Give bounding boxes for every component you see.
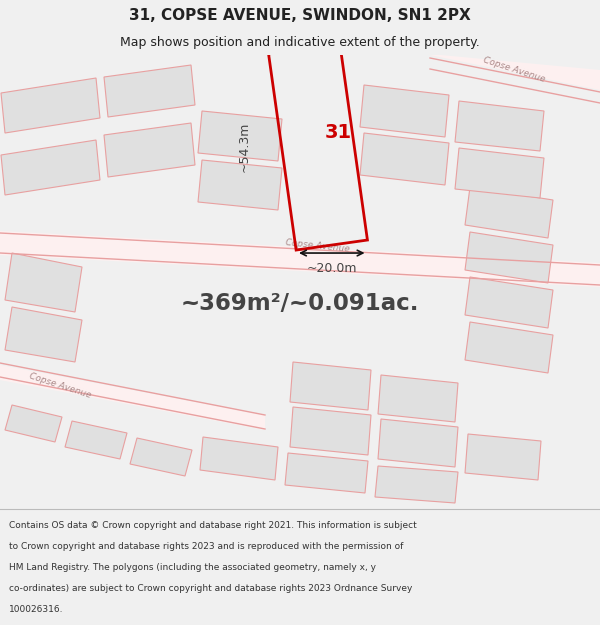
Polygon shape — [5, 405, 62, 442]
Text: Contains OS data © Crown copyright and database right 2021. This information is : Contains OS data © Crown copyright and d… — [9, 521, 417, 529]
Text: co-ordinates) are subject to Crown copyright and database rights 2023 Ordnance S: co-ordinates) are subject to Crown copyr… — [9, 584, 412, 592]
Polygon shape — [1, 140, 100, 195]
Polygon shape — [360, 85, 449, 137]
Text: Copse Avenue: Copse Avenue — [285, 238, 350, 254]
Polygon shape — [1, 78, 100, 133]
Polygon shape — [5, 253, 82, 312]
Polygon shape — [378, 419, 458, 467]
Text: 100026316.: 100026316. — [9, 604, 64, 614]
Text: ~20.0m: ~20.0m — [307, 262, 357, 275]
Polygon shape — [455, 148, 544, 198]
Text: ~369m²/~0.091ac.: ~369m²/~0.091ac. — [181, 291, 419, 314]
Polygon shape — [0, 365, 265, 430]
Text: Copse Avenue: Copse Avenue — [482, 56, 546, 84]
Text: Copse Avenue: Copse Avenue — [28, 371, 92, 400]
Text: to Crown copyright and database rights 2023 and is reproduced with the permissio: to Crown copyright and database rights 2… — [9, 542, 403, 551]
Polygon shape — [65, 421, 127, 459]
Polygon shape — [104, 123, 195, 177]
Polygon shape — [104, 65, 195, 117]
Text: 31, COPSE AVENUE, SWINDON, SN1 2PX: 31, COPSE AVENUE, SWINDON, SN1 2PX — [129, 8, 471, 23]
Polygon shape — [5, 307, 82, 362]
Polygon shape — [465, 277, 553, 328]
Polygon shape — [465, 322, 553, 373]
Polygon shape — [375, 466, 458, 503]
Polygon shape — [430, 54, 600, 90]
Text: 31: 31 — [325, 122, 352, 141]
Polygon shape — [290, 362, 371, 410]
Polygon shape — [465, 434, 541, 480]
Polygon shape — [200, 437, 278, 480]
Polygon shape — [378, 375, 458, 422]
Polygon shape — [455, 101, 544, 151]
Polygon shape — [285, 453, 368, 493]
Polygon shape — [198, 160, 282, 210]
Polygon shape — [360, 133, 449, 185]
Polygon shape — [0, 231, 600, 287]
Polygon shape — [130, 438, 192, 476]
Polygon shape — [465, 187, 553, 238]
Polygon shape — [198, 111, 282, 161]
Polygon shape — [290, 407, 371, 455]
Text: Map shows position and indicative extent of the property.: Map shows position and indicative extent… — [120, 36, 480, 49]
Polygon shape — [465, 232, 553, 283]
Text: HM Land Registry. The polygons (including the associated geometry, namely x, y: HM Land Registry. The polygons (includin… — [9, 562, 376, 572]
Text: ~54.3m: ~54.3m — [238, 122, 251, 172]
